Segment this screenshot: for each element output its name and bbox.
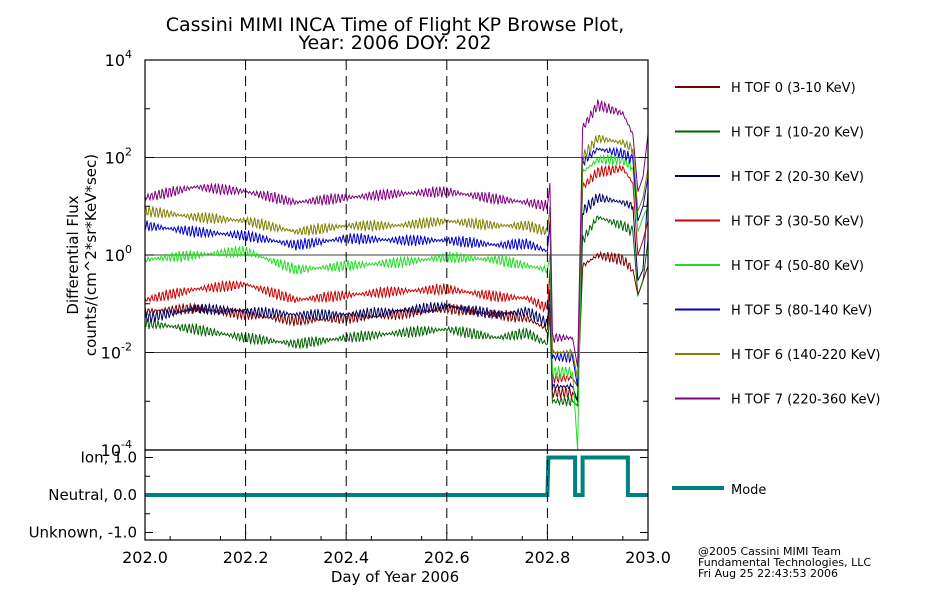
lower-panel-ticks: [144, 457, 649, 540]
y-axis-label-line2: counts/(cm^2*sr*KeV*sec): [82, 154, 100, 356]
lower-panel-y-tick-labels: Ion, 1.0 Neutral, 0.0 Unknown, -1.0: [29, 449, 137, 542]
upper-panel-gridlines: [145, 157, 648, 353]
x-axis-label: Day of Year 2006: [331, 568, 459, 586]
legend-label-tof-3: H TOF 3 (30-50 KeV): [731, 215, 864, 230]
series-line-tof-3: [144, 163, 649, 389]
x-tick-label: 202.4: [323, 548, 369, 567]
mode-y-tick-label: Neutral, 0.0: [48, 486, 137, 504]
upper-panel-y-tick-labels: 104 102 100 10-2 10-4: [101, 48, 132, 460]
x-tick-labels: 202.0 202.2 202.4 202.6 202.8 203.0: [122, 548, 671, 567]
lower-panel-frame: [144, 449, 649, 541]
chart-title-line2: Year: 2006 DOY: 202: [297, 32, 491, 54]
mode-y-tick-label: Ion, 1.0: [81, 449, 138, 467]
y-tick-label: 102: [105, 146, 132, 168]
chart-title-line1: Cassini MIMI INCA Time of Flight KP Brow…: [166, 14, 625, 36]
legend-label-tof-0: H TOF 0 (3-10 KeV): [731, 81, 856, 96]
mode-y-tick-label: Unknown, -1.0: [29, 524, 137, 542]
series-line-tof-2: [144, 191, 649, 402]
lower-panel-series: [145, 455, 648, 497]
legend-label-tof-6: H TOF 6 (140-220 KeV): [731, 348, 880, 363]
x-tick-label: 202.6: [424, 548, 470, 567]
upper-panel-series: [144, 99, 649, 451]
credits-line1: @2005 Cassini MIMI Team: [698, 545, 841, 558]
dashed-x-gridlines: [245, 60, 548, 540]
series-line-tof-1: [144, 215, 649, 408]
legend-label-tof-4: H TOF 4 (50-80 KeV): [731, 259, 864, 274]
series-line-tof-5: [144, 146, 649, 387]
x-tick-label: 203.0: [625, 548, 671, 567]
series-line-tof-7: [144, 99, 649, 368]
y-axis-label-line1: Differential Flux: [64, 195, 82, 314]
y-tick-label: 10-4: [101, 438, 132, 460]
series-line-mode: [145, 455, 648, 497]
y-tick-label: 100: [105, 243, 132, 265]
y-tick-label: 10-2: [101, 341, 132, 363]
x-tick-label: 202.8: [524, 548, 570, 567]
legend-label-tof-5: H TOF 5 (80-140 KeV): [731, 304, 872, 319]
legend-label-tof-7: H TOF 7 (220-360 KeV): [731, 393, 880, 408]
x-tick-label: 202.0: [122, 548, 168, 567]
x-tick-label: 202.2: [223, 548, 269, 567]
series-line-tof-4: [144, 153, 649, 451]
credits-line2: Fundamental Technologies, LLC: [698, 556, 871, 569]
y-tick-label: 104: [105, 48, 132, 70]
credits-line3: Fri Aug 25 22:43:53 2006: [698, 567, 838, 580]
legend-label-tof-1: H TOF 1 (10-20 KeV): [731, 126, 864, 141]
legend-label-mode: Mode: [731, 483, 766, 498]
series-line-tof-6: [144, 134, 649, 379]
legend-label-tof-2: H TOF 2 (20-30 KeV): [731, 170, 864, 185]
legend: H TOF 0 (3-10 KeV) H TOF 1 (10-20 KeV) H T…: [672, 81, 880, 498]
